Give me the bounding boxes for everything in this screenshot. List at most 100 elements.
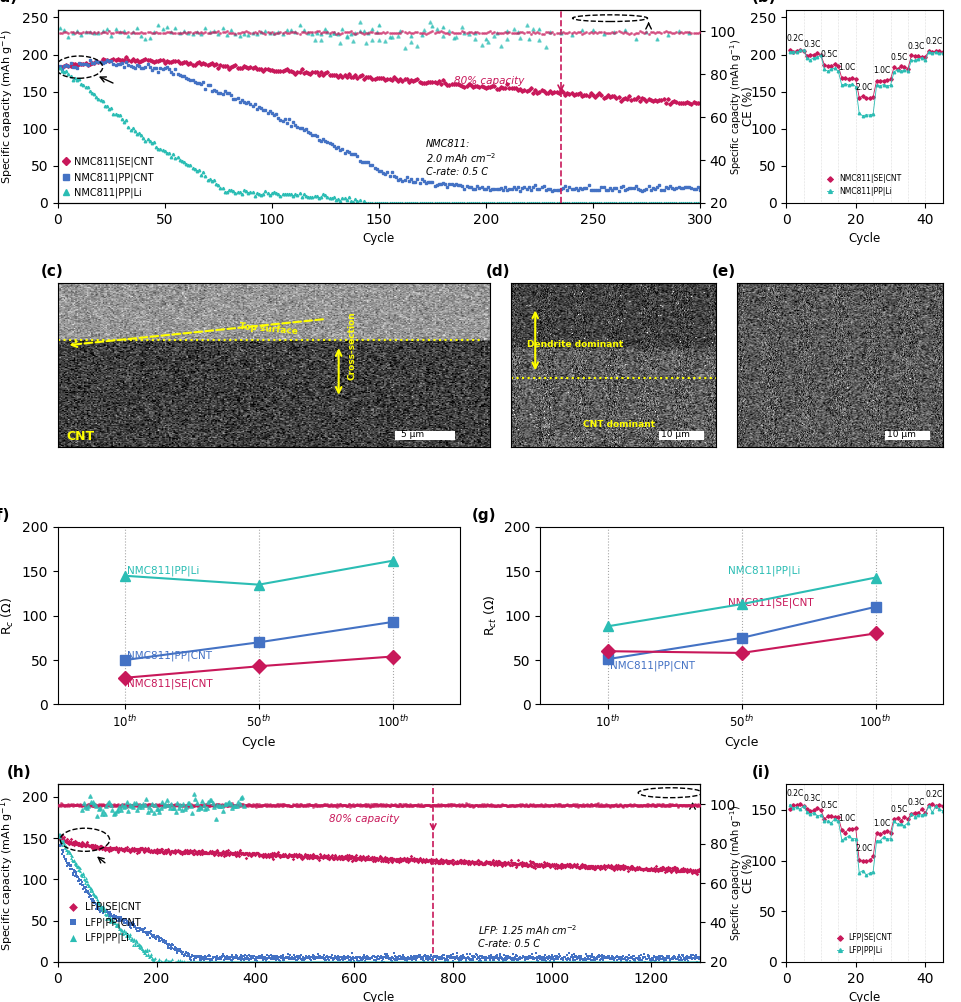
LFP|PP|Li [194,954,209,970]
LFP|PP|CNT [232,949,247,965]
LFP|PP|Li [554,954,570,970]
Point [357,799,373,815]
LFP|SE|CNT [859,856,871,868]
LFP|SE|CNT [164,843,180,859]
Point [320,797,335,813]
Point [87,798,103,814]
LFP|SE|CNT [82,839,97,855]
Point [100,797,115,813]
Point [313,797,329,813]
LFP|PP|CNT [270,951,285,967]
LFP|SE|CNT [61,837,76,853]
Point [651,24,666,40]
LFP|PP|Li [131,936,146,952]
LFP|SE|CNT [426,852,441,868]
LFP|PP|Li [661,954,677,970]
LFP|PP|CNT [155,934,170,950]
Point [259,798,275,814]
LFP|PP|Li [182,954,197,970]
LFP|SE|CNT [344,848,359,864]
Point [462,24,478,40]
Line: NMC811|PP|Li: NMC811|PP|Li [787,49,943,117]
LFP|PP|Li [642,954,657,970]
LFP|PP|Li [357,954,373,970]
LFP|SE|CNT [117,840,133,856]
LFP|PP|CNT [665,951,680,967]
Point [449,797,464,813]
Point [130,798,145,814]
LFP|SE|CNT [196,844,211,860]
LFP|PP|Li [175,954,190,970]
LFP|SE|CNT [386,852,402,868]
LFP|PP|CNT [540,950,555,966]
Point [170,25,185,41]
LFP|PP|Li [271,954,286,970]
LFP|SE|CNT [516,858,531,874]
Point [357,797,373,813]
LFP|SE|CNT [162,846,178,862]
Point [329,798,344,814]
LFP|PP|Li [620,954,635,970]
LFP|PP|Li [435,954,451,970]
LFP|PP|Li [98,912,113,928]
LFP|PP|CNT [579,948,594,964]
Point [581,797,597,813]
LFP|PP|Li [636,954,652,970]
LFP|SE|CNT [396,850,411,866]
LFP|PP|CNT [543,950,558,966]
Point [457,798,473,814]
LFP|SE|CNT [230,847,245,863]
LFP|SE|CNT [554,856,569,872]
LFP|SE|CNT [502,857,517,873]
Point [89,808,105,824]
Point [629,798,645,814]
LFP|SE|CNT [177,842,192,858]
LFP|SE|CNT [422,852,437,868]
LFP|PP|CNT [92,901,108,917]
Point [470,798,485,814]
LFP|PP|CNT [430,949,445,965]
LFP|PP|CNT [574,951,589,967]
LFP|PP|Li [129,933,144,949]
LFP|PP|Li [271,954,286,970]
LFP|PP|CNT [264,949,280,965]
Point [578,797,593,813]
Point [450,25,465,41]
LFP|PP|Li [611,954,627,970]
LFP|SE|CNT [215,843,231,859]
LFP|SE|CNT [430,855,445,871]
LFP|SE|CNT [215,845,231,861]
LFP|PP|Li [54,832,69,848]
Point [71,25,86,41]
Point [113,803,129,819]
Point [466,799,481,815]
LFP|PP|CNT [259,953,274,969]
LFP|SE|CNT [794,798,805,810]
LFP|SE|CNT [382,853,398,869]
LFP|PP|Li [274,954,289,970]
Point [527,798,542,814]
LFP|PP|CNT [229,948,244,964]
LFP|PP|Li [117,925,133,941]
LFP|PP|CNT [64,861,80,877]
Point [592,798,607,814]
Point [94,806,110,822]
Point [442,797,457,813]
LFP|PP|Li [166,955,182,971]
LFP|SE|CNT [418,852,433,868]
LFP|PP|CNT [366,948,382,964]
LFP|PP|Li [466,954,481,970]
LFP|PP|CNT [427,948,442,964]
LFP|SE|CNT [557,858,573,874]
LFP|SE|CNT [493,856,508,872]
Point [568,798,583,814]
LFP|PP|Li [132,940,147,956]
Point [673,797,688,813]
LFP|SE|CNT [604,861,619,877]
LFP|SE|CNT [222,845,237,861]
LFP|PP|CNT [365,948,381,964]
LFP|PP|Li [632,954,648,970]
Point [157,797,172,813]
LFP|SE|CNT [639,862,654,878]
LFP|PP|Li [825,817,836,829]
